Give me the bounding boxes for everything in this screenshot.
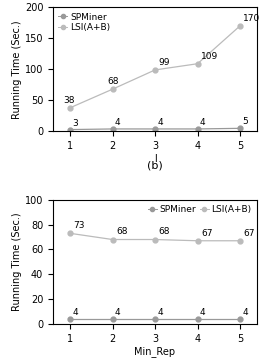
Text: 5: 5 [242,117,248,126]
Y-axis label: Running Time (Sec.): Running Time (Sec.) [12,212,22,311]
Text: (b): (b) [147,161,163,171]
Text: 4: 4 [157,308,163,317]
Text: 68: 68 [158,228,170,237]
Text: 99: 99 [158,58,170,67]
Text: 67: 67 [201,229,213,238]
Text: 4: 4 [200,308,205,317]
Text: 109: 109 [201,51,218,60]
Text: 68: 68 [107,77,119,86]
Text: 4: 4 [115,308,120,317]
Text: l: l [154,154,156,164]
Text: 4: 4 [200,118,205,127]
Legend: SPMiner, LSI(A+B): SPMiner, LSI(A+B) [58,12,111,33]
Text: 38: 38 [64,96,75,105]
Text: 170: 170 [244,14,261,23]
Text: 67: 67 [244,229,255,238]
Legend: SPMiner, LSI(A+B): SPMiner, LSI(A+B) [147,204,253,215]
Text: 4: 4 [115,118,120,127]
Text: 3: 3 [72,119,78,128]
X-axis label: Min_Rep: Min_Rep [134,347,176,357]
Text: 4: 4 [242,308,248,317]
Text: 73: 73 [73,221,85,230]
Text: 68: 68 [116,228,127,237]
Text: 4: 4 [72,308,78,317]
Y-axis label: Running Time (Sec.): Running Time (Sec.) [12,20,22,119]
Text: 4: 4 [157,118,163,127]
